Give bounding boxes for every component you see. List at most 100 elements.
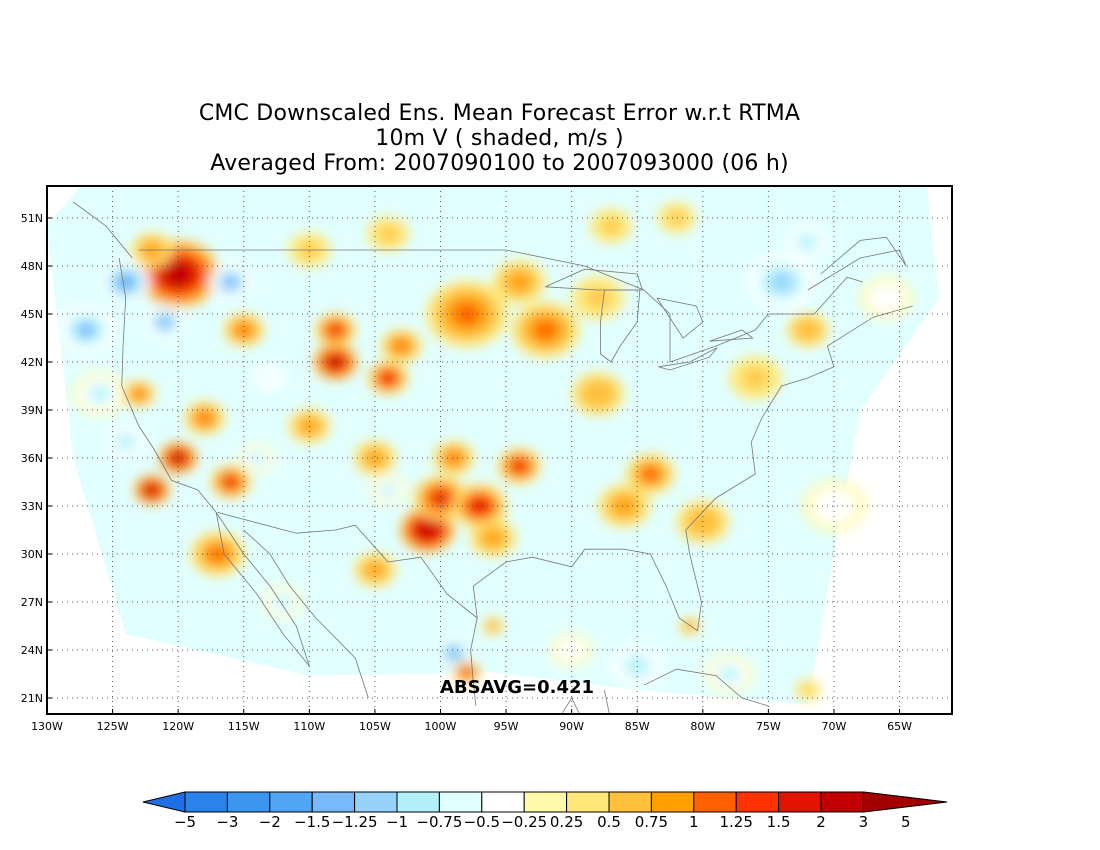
field-blob-30	[366, 562, 384, 578]
lon-tick-label: 105W	[359, 720, 391, 733]
colorbar-label: 3	[859, 813, 869, 831]
lat-tick-label: 33N	[21, 500, 43, 513]
colorbar-box	[396, 791, 440, 813]
lat-tick-label: 21N	[21, 692, 43, 705]
coastline-8	[545, 268, 644, 291]
colorbar-label: −0.5	[464, 813, 500, 831]
field-blob-12	[197, 412, 211, 424]
field-blob-20	[394, 340, 408, 352]
coastline-4	[470, 617, 478, 707]
lat-tick-label: 24N	[21, 644, 43, 657]
colorbar-box	[354, 791, 398, 813]
lat-tick-label: 48N	[21, 260, 43, 273]
field-blob-4	[90, 386, 109, 402]
field-blob-19	[381, 372, 395, 384]
field-blob-6	[158, 316, 172, 328]
field-blob-58	[668, 211, 685, 225]
field-blob-23	[381, 485, 395, 495]
colorbar-label: 0.5	[597, 813, 621, 831]
field-blob-40	[613, 497, 635, 515]
colorbar-box	[184, 791, 228, 813]
lon-tick-label: 110W	[293, 720, 325, 733]
title-line-2: 10m V ( shaded, m/s )	[375, 126, 624, 151]
lon-tick-label: 120W	[162, 720, 194, 733]
field-blob-31	[448, 648, 459, 658]
domain-polygon	[47, 186, 939, 705]
field-blob-9	[133, 389, 145, 399]
field-blob-43	[744, 369, 767, 387]
field-blob-29	[483, 530, 503, 546]
field-blob-47	[875, 289, 898, 307]
colorbar-box	[226, 791, 271, 813]
coastline-1	[215, 512, 310, 667]
colorbar-box	[523, 791, 568, 813]
colorbar-label: 1	[689, 813, 699, 831]
lat-tick-label: 36N	[21, 452, 43, 465]
coastline-10	[658, 347, 718, 371]
lat-tick-label: 45N	[21, 308, 43, 321]
title-line-3: Averaged From: 2007090100 to 2007093000 …	[210, 151, 789, 176]
lon-tick-label: 125W	[97, 720, 129, 733]
field-blob-52	[562, 642, 581, 658]
field-blob-11	[146, 485, 158, 495]
colorbar-label: 1.25	[719, 813, 752, 831]
colorbar-box	[820, 791, 864, 813]
colorbar-label: −5	[174, 813, 196, 831]
absavg-annotation: ABSAVG=0.421	[440, 677, 594, 698]
field-blob-16	[276, 596, 290, 608]
plot-title: CMC Downscaled Ens. Mean Forecast Error …	[47, 101, 952, 176]
colorbar-box	[311, 791, 356, 813]
colorbar-label: 5	[901, 813, 911, 831]
lon-tick-label: 115W	[228, 720, 260, 733]
colorbar-label: 1.5	[767, 813, 791, 831]
field-blob-18	[329, 324, 343, 336]
field-blob-26	[471, 498, 489, 514]
field-blob-53	[802, 685, 813, 695]
field-blob-49	[847, 575, 874, 597]
colorbar-label: 2	[816, 813, 826, 831]
colorbar-box	[608, 791, 652, 813]
field-blob-45	[770, 273, 793, 291]
map-frame	[46, 185, 953, 715]
lon-tick-label: 90W	[559, 720, 584, 733]
lat-axis: 21N 24N 27N 30N 33N 36N 39N 42N 45N 48N 51N	[21, 212, 52, 705]
colorbar: −5 −3 −2 −1.5 −1.25 −1 −0.75 −0.5 −0.25 0.25 0.5 0.…	[142, 791, 948, 831]
field-blob-34	[453, 303, 480, 325]
colorbar-label: −2	[259, 813, 281, 831]
data-domain	[47, 186, 939, 705]
coastline-7	[600, 289, 641, 363]
coastline-13	[72, 201, 133, 259]
lon-tick-label: 95W	[494, 720, 519, 733]
field-blob-39	[642, 467, 659, 481]
lon-axis: 130W 125W 120W 115W 110W 105W 100W 95W 90W 85W 80W…	[31, 709, 912, 733]
field-blob-51	[721, 667, 737, 681]
lon-tick-label: 65W	[887, 720, 912, 733]
field-blob-7	[223, 276, 238, 288]
field-blob-3	[76, 322, 96, 338]
colorbar-arrow-low	[142, 791, 186, 813]
colorbar-label: −1.5	[294, 813, 330, 831]
lon-tick-label: 75W	[756, 720, 781, 733]
field-blob-56	[379, 226, 397, 242]
coastline-14	[643, 668, 769, 707]
colorbar-box	[650, 791, 695, 813]
colorbar-box	[269, 791, 313, 813]
coastline-5	[138, 249, 863, 363]
field-blob-57	[602, 218, 620, 234]
field-blobs	[56, 202, 913, 701]
field-blob-5	[117, 434, 135, 450]
title-line-1: CMC Downscaled Ens. Mean Forecast Error …	[198, 101, 801, 126]
field-blob-32	[462, 668, 472, 676]
field-blob-22	[366, 450, 384, 466]
colorbar-arrow-high	[862, 791, 948, 813]
field-blob-37	[587, 289, 609, 307]
colorbar-box	[735, 791, 780, 813]
colorbar-label: −3	[216, 813, 238, 831]
field-blob-13	[224, 476, 238, 488]
field-blob-33	[488, 622, 498, 630]
colorbar-label: −1.25	[332, 813, 378, 831]
field-blob-35	[534, 321, 557, 339]
shaded-field	[56, 202, 913, 701]
colorbar-box	[566, 791, 610, 813]
